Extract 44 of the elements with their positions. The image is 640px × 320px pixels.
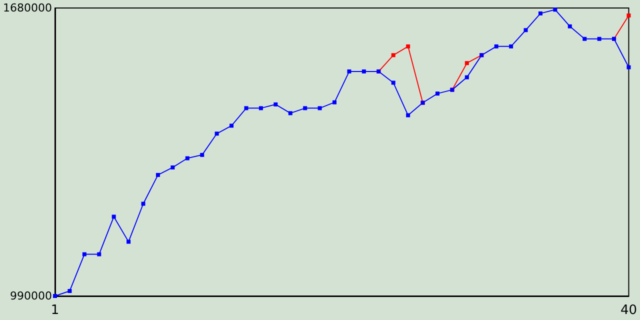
point <box>274 102 278 106</box>
point <box>524 28 528 32</box>
point <box>435 92 440 96</box>
point <box>362 69 366 74</box>
point <box>391 80 396 85</box>
point <box>568 24 572 28</box>
y-tick-label: 990000 <box>10 290 52 302</box>
point <box>509 44 514 48</box>
point <box>82 252 86 256</box>
point <box>200 152 204 157</box>
y-tick-label: 1680000 <box>2 2 52 14</box>
point <box>68 288 72 293</box>
point <box>597 36 602 41</box>
line-series <box>52 8 631 298</box>
point <box>97 252 102 256</box>
point <box>332 100 337 104</box>
point <box>185 156 190 160</box>
point <box>406 44 410 48</box>
point <box>626 65 631 70</box>
point <box>112 214 116 219</box>
point <box>288 111 292 116</box>
point <box>156 172 160 177</box>
point <box>170 165 175 170</box>
point <box>214 132 219 136</box>
point <box>464 75 469 80</box>
point <box>464 61 469 66</box>
point <box>582 36 587 41</box>
x-tick-label: 1 <box>50 303 60 318</box>
point <box>52 294 57 298</box>
point <box>258 106 263 110</box>
point <box>494 44 498 48</box>
point <box>538 11 542 16</box>
point <box>626 14 631 18</box>
point <box>141 202 146 206</box>
point <box>553 8 558 12</box>
x-tick-label: 40 <box>620 303 637 318</box>
point <box>126 240 131 244</box>
point <box>230 124 234 128</box>
point <box>244 106 248 110</box>
point <box>391 53 396 58</box>
point <box>318 106 322 110</box>
point <box>406 113 410 118</box>
point <box>303 106 308 110</box>
point <box>347 69 352 74</box>
